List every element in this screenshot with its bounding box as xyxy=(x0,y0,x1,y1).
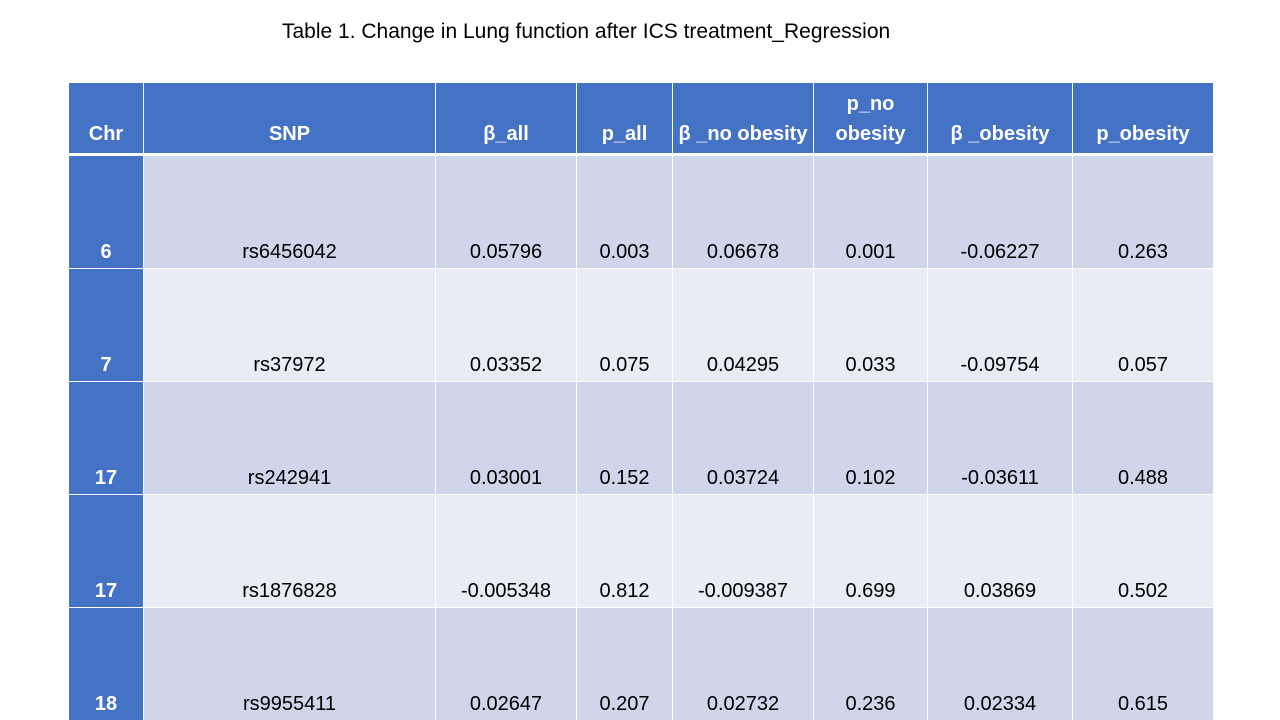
header-beta-all: β_all xyxy=(435,82,577,156)
cell-beta-obesity: 0.03869 xyxy=(927,494,1073,608)
header-beta-obesity: β _obesity xyxy=(927,82,1073,156)
cell-p-obesity: 0.488 xyxy=(1072,381,1214,495)
cell-p-all: 0.075 xyxy=(576,268,673,382)
cell-p-all: 0.003 xyxy=(576,154,673,269)
cell-p-obesity: 0.502 xyxy=(1072,494,1214,608)
table-row: 17 rs1876828 -0.005348 0.812 -0.009387 0… xyxy=(68,494,1214,608)
table-row: 6 rs6456042 0.05796 0.003 0.06678 0.001 … xyxy=(68,154,1214,269)
cell-p-obesity: 0.057 xyxy=(1072,268,1214,382)
cell-beta-all: -0.005348 xyxy=(435,494,577,608)
cell-p-no-obesity: 0.699 xyxy=(813,494,928,608)
cell-snp: rs9955411 xyxy=(143,607,436,720)
cell-snp: rs242941 xyxy=(143,381,436,495)
cell-p-no-obesity: 0.102 xyxy=(813,381,928,495)
header-p-obesity: p_obesity xyxy=(1072,82,1214,156)
cell-beta-no-obesity: 0.06678 xyxy=(672,154,814,269)
cell-chr: 18 xyxy=(68,607,144,720)
cell-beta-obesity: -0.09754 xyxy=(927,268,1073,382)
cell-p-obesity: 0.263 xyxy=(1072,154,1214,269)
cell-chr: 17 xyxy=(68,381,144,495)
cell-snp: rs37972 xyxy=(143,268,436,382)
cell-beta-obesity: -0.03611 xyxy=(927,381,1073,495)
cell-beta-all: 0.03352 xyxy=(435,268,577,382)
cell-beta-no-obesity: 0.04295 xyxy=(672,268,814,382)
header-p-no-obesity: p_no obesity xyxy=(813,82,928,156)
cell-p-all: 0.207 xyxy=(576,607,673,720)
cell-p-all: 0.812 xyxy=(576,494,673,608)
cell-beta-all: 0.02647 xyxy=(435,607,577,720)
cell-beta-all: 0.03001 xyxy=(435,381,577,495)
cell-snp: rs6456042 xyxy=(143,154,436,269)
cell-p-no-obesity: 0.033 xyxy=(813,268,928,382)
table-row: 17 rs242941 0.03001 0.152 0.03724 0.102 … xyxy=(68,381,1214,495)
header-row: Chr SNP β_all p_all β _no obesity p_no o… xyxy=(68,82,1214,156)
cell-p-no-obesity: 0.236 xyxy=(813,607,928,720)
cell-beta-obesity: 0.02334 xyxy=(927,607,1073,720)
cell-chr: 7 xyxy=(68,268,144,382)
cell-beta-no-obesity: 0.03724 xyxy=(672,381,814,495)
header-snp: SNP xyxy=(143,82,436,156)
table-row: 18 rs9955411 0.02647 0.207 0.02732 0.236… xyxy=(68,607,1214,720)
cell-snp: rs1876828 xyxy=(143,494,436,608)
cell-chr: 6 xyxy=(68,154,144,269)
cell-beta-no-obesity: -0.009387 xyxy=(672,494,814,608)
header-chr: Chr xyxy=(68,82,144,156)
table-row: 7 rs37972 0.03352 0.075 0.04295 0.033 -0… xyxy=(68,268,1214,382)
cell-beta-all: 0.05796 xyxy=(435,154,577,269)
cell-chr: 17 xyxy=(68,494,144,608)
cell-p-no-obesity: 0.001 xyxy=(813,154,928,269)
table-title: Table 1. Change in Lung function after I… xyxy=(282,20,891,43)
cell-beta-obesity: -0.06227 xyxy=(927,154,1073,269)
header-beta-no-obesity: β _no obesity xyxy=(672,82,814,156)
header-p-all: p_all xyxy=(576,82,673,156)
cell-beta-no-obesity: 0.02732 xyxy=(672,607,814,720)
cell-p-obesity: 0.615 xyxy=(1072,607,1214,720)
cell-p-all: 0.152 xyxy=(576,381,673,495)
regression-table: Chr SNP β_all p_all β _no obesity p_no o… xyxy=(68,82,1214,720)
